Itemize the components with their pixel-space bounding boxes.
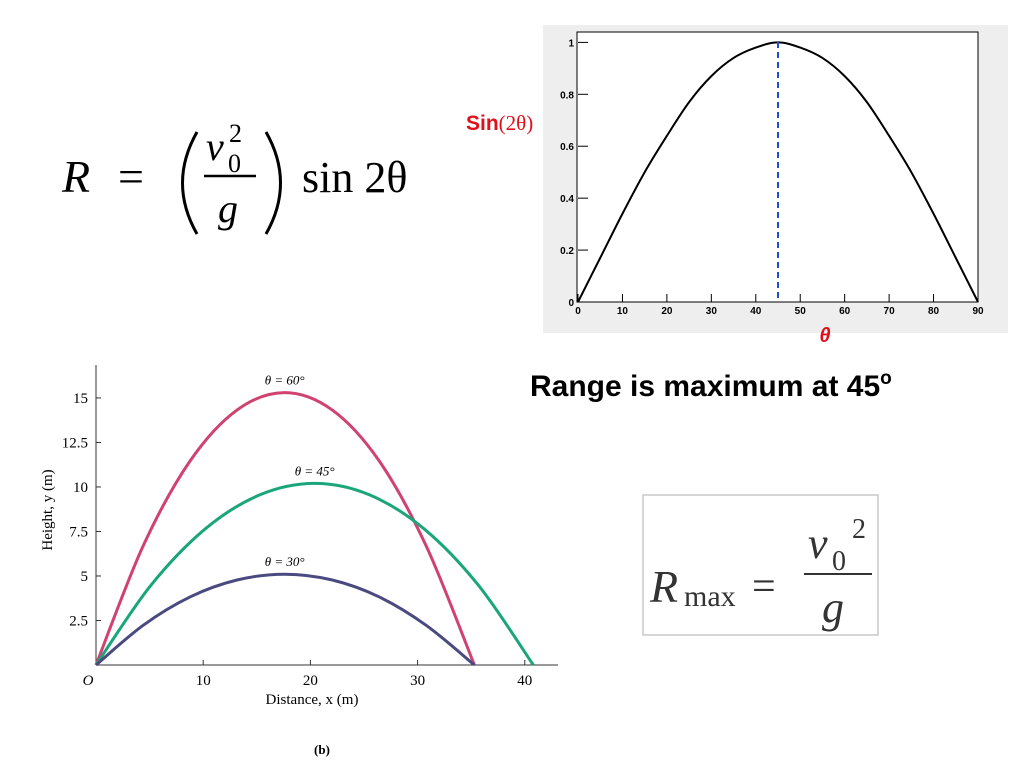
x-axis-label: θ <box>819 325 830 347</box>
series-label: θ = 30° <box>265 554 305 569</box>
x-axis-label: Distance, x (m) <box>266 692 359 708</box>
y-axis-label: Height, y (m) <box>40 469 56 550</box>
y-tick-label: 10 <box>73 480 88 496</box>
formula-v: v <box>206 124 224 169</box>
x-tick-label: 90 <box>972 306 984 317</box>
x-tick-label: 70 <box>884 306 896 317</box>
rmax-sub: max <box>684 580 736 613</box>
y-axis-label-part: Sin <box>466 112 499 135</box>
x-tick-label: 20 <box>303 673 318 689</box>
formula-sub: 0 <box>228 149 241 178</box>
y-tick-label: 7.5 <box>69 524 88 540</box>
formula-sup: 2 <box>229 119 242 148</box>
rmax-vsub: 0 <box>832 546 846 577</box>
rmax-sup: 2 <box>852 514 866 545</box>
x-tick-label: 30 <box>410 673 425 689</box>
y-tick-label: 0 <box>568 298 574 309</box>
trajectory <box>95 572 476 667</box>
y-tick-label: 0.4 <box>560 194 574 205</box>
y-axis-label: Sin(2θ) <box>466 111 533 135</box>
x-tick-label: 30 <box>706 306 718 317</box>
y-tick-label: 5 <box>81 569 89 585</box>
y-axis-label-part: (2θ) <box>499 111 534 135</box>
y-tick-label: 2.5 <box>69 613 88 629</box>
formula-box <box>642 494 879 636</box>
headline-text: Range is maximum at 45 <box>530 370 880 403</box>
x-tick-label: 10 <box>617 306 629 317</box>
rmax-v: v <box>808 519 828 568</box>
y-tick-label: 15 <box>73 391 88 407</box>
x-tick-label: 40 <box>517 673 532 689</box>
x-tick-label: 10 <box>196 673 211 689</box>
trajectory <box>94 481 535 666</box>
formula-lhs: R <box>61 151 90 202</box>
x-tick-label: 50 <box>795 306 807 317</box>
x-tick-label: 20 <box>661 306 673 317</box>
trajectory <box>94 391 476 666</box>
x-tick-label: 80 <box>928 306 940 317</box>
paren-right <box>264 131 282 235</box>
headline-sup: o <box>880 368 892 389</box>
headline: Range is maximum at 45o <box>530 368 892 403</box>
formula-g: g <box>218 186 238 231</box>
y-tick-label: 0.6 <box>560 142 574 153</box>
formula-equals: = <box>118 151 144 202</box>
x-tick-label: O <box>83 673 94 689</box>
paren-left <box>181 131 199 235</box>
rmax-equals: = <box>752 564 776 610</box>
y-tick-label: 12.5 <box>62 435 88 451</box>
rmax-formula: R max = v 0 2 g <box>642 494 879 636</box>
rmax-r: R <box>649 561 678 612</box>
caption: (b) <box>314 742 330 757</box>
series-label: θ = 45° <box>295 463 335 478</box>
rmax-g: g <box>822 583 844 632</box>
y-tick-label: 1 <box>568 38 574 49</box>
y-tick-label: 0.2 <box>560 246 574 257</box>
y-tick-label: 0.8 <box>560 90 574 101</box>
x-tick-label: 60 <box>839 306 851 317</box>
formula-func: sin 2θ <box>302 153 407 202</box>
x-tick-label: 40 <box>750 306 762 317</box>
series-label: θ = 60° <box>265 373 305 388</box>
x-tick-label: 0 <box>575 306 581 317</box>
range-formula: R = v 0 2 g sin 2θ <box>61 119 407 235</box>
trajectory-chart: O 10 20 30 40 2.5 5 7.5 10 12.5 15 Height, y (m) Dis… <box>40 365 558 757</box>
